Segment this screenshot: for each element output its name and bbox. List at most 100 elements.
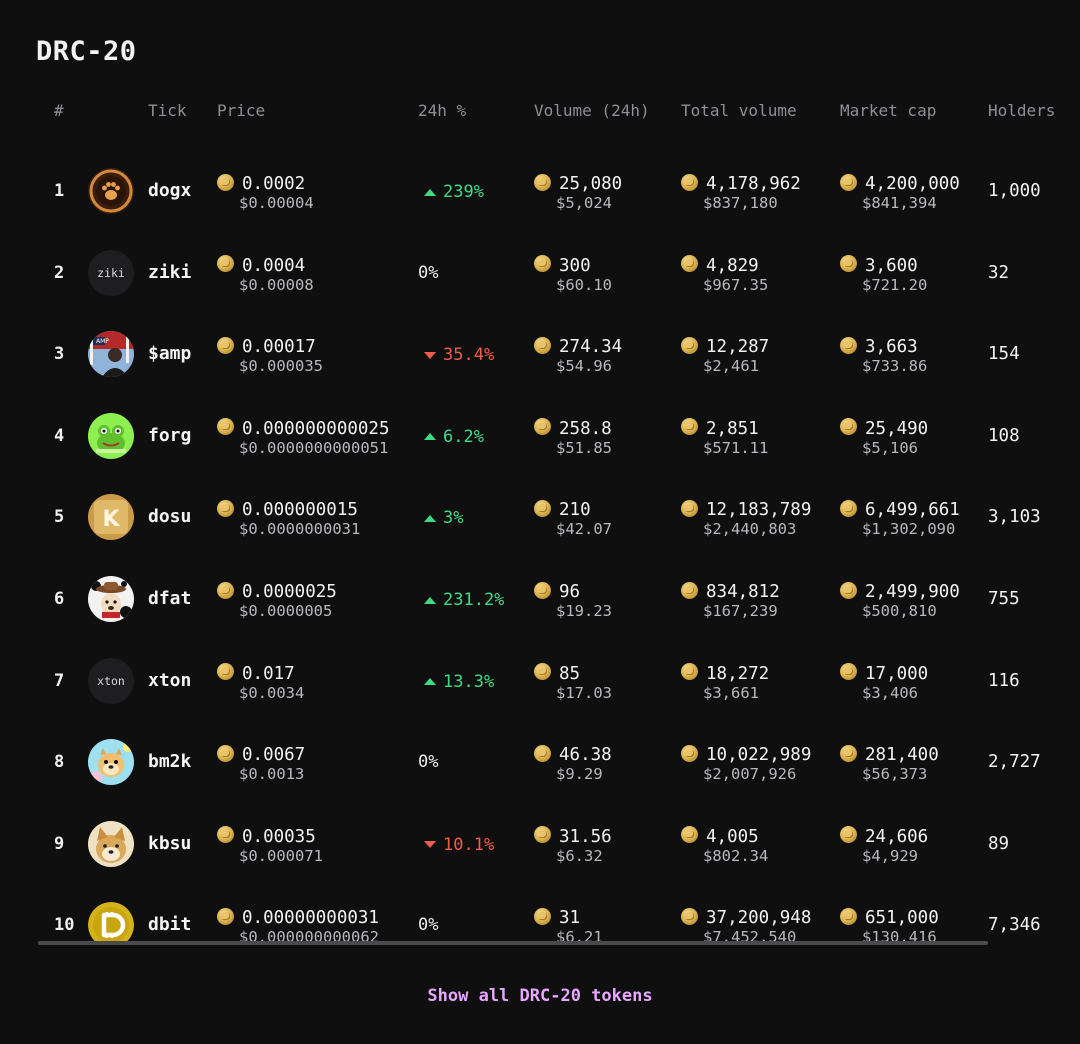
svg-text:AMP: AMP [96, 338, 109, 345]
table-row[interactable]: 3 AMP $amp 0.00017 $0.000035 35.4% 274.3… [38, 314, 1080, 396]
rank: 6 [54, 589, 65, 609]
table-row[interactable]: 6 dfat 0.0000025 $0.0000005 231.2% 96 $1… [38, 559, 1080, 641]
arrow-up-icon [424, 514, 436, 522]
doge-coin-icon [840, 663, 857, 681]
table-row[interactable]: 5 K dosu 0.000000015 $0.0000000031 3% 21… [38, 477, 1080, 559]
table-row[interactable]: 7 xton xton 0.017 $0.0034 13.3% 85 $17.0… [38, 641, 1080, 723]
doge-coin-icon [534, 744, 551, 762]
header-rank[interactable]: # [54, 101, 64, 120]
tick-link[interactable]: dosu [148, 506, 192, 528]
tick-link[interactable]: forg [148, 424, 192, 446]
price-usd: $0.0034 [239, 683, 305, 702]
volume-cell: 274.34 $54.96 [534, 336, 622, 376]
cowboy-dog-icon [88, 576, 134, 622]
doge-coin-icon [840, 744, 857, 762]
table-row[interactable]: 10 dbit 0.00000000031 $0.000000000062 0%… [38, 885, 1080, 944]
market-cap-usd: $5,106 [862, 438, 918, 457]
change-value: 6.2% [443, 426, 484, 447]
tick-link[interactable]: kbsu [148, 832, 192, 854]
tick-link[interactable]: dbit [148, 914, 192, 936]
table-row[interactable]: 2 ziki ziki 0.0004 $0.00008 0% 300 $60.1… [38, 233, 1080, 315]
volume-usd: $54.96 [556, 357, 612, 376]
table-row[interactable]: 4 forg 0.000000000025 $0.0000000000051 6… [38, 396, 1080, 478]
total-volume-usd: $967.35 [703, 275, 769, 294]
total-volume-cell: 4,178,962 $837,180 [681, 173, 801, 212]
total-volume-cell: 10,022,989 $2,007,926 [681, 744, 811, 783]
doge-coin-icon [534, 581, 551, 599]
doge-coin-icon [840, 255, 857, 273]
change-cell: 10.1% [418, 835, 494, 855]
holders-value: 2,727 [988, 752, 1041, 773]
price-value: 0.00017 [242, 337, 316, 358]
arrow-down-icon [424, 841, 436, 849]
doge-coin-icon [840, 499, 857, 517]
price-cell: 0.0067 $0.0013 [217, 744, 305, 783]
change-cell: 3% [418, 508, 463, 528]
volume-usd: $9.29 [556, 765, 603, 784]
amp-portrait-icon: AMP [88, 331, 134, 378]
volume-usd: $5,024 [556, 194, 612, 212]
price-usd: $0.000000000062 [239, 928, 379, 944]
market-cap-value: 6,499,661 [865, 500, 960, 521]
doge-coin-icon [681, 255, 698, 273]
header-market-cap[interactable]: Market cap [840, 101, 937, 120]
total-volume-value: 18,272 [706, 663, 770, 684]
tick-link[interactable]: bm2k [148, 751, 192, 773]
doge-coin-icon [217, 826, 234, 844]
header-volume[interactable]: Volume (24h) [534, 101, 650, 120]
tick-link[interactable]: dogx [148, 180, 192, 201]
header-tick[interactable]: Tick [148, 101, 187, 120]
change-cell: 13.3% [418, 672, 494, 692]
doge-coin-icon [681, 907, 698, 925]
price-cell: 0.0004 $0.00008 [217, 255, 314, 294]
price-value: 0.000000000025 [242, 418, 390, 439]
total-volume-value: 12,287 [706, 337, 770, 358]
doge-coin-icon [217, 255, 234, 273]
doge-coin-icon [681, 826, 698, 844]
rank: 10 [54, 915, 75, 936]
volume-value: 46.38 [559, 745, 612, 766]
total-volume-value: 4,829 [706, 255, 759, 276]
holders-value: 154 [988, 344, 1020, 365]
header-total-volume[interactable]: Total volume [681, 101, 797, 120]
header-change[interactable]: 24h % [418, 101, 467, 120]
tick-link[interactable]: ziki [148, 261, 192, 283]
doge-coin-icon [840, 336, 857, 354]
total-volume-usd: $2,440,803 [703, 520, 797, 539]
header-price[interactable]: Price [217, 101, 266, 120]
rank: 2 [54, 262, 65, 283]
volume-cell: 31 $6.21 [534, 907, 603, 944]
market-cap-value: 281,400 [865, 745, 939, 766]
market-cap-value: 4,200,000 [865, 174, 960, 194]
market-cap-value: 2,499,900 [865, 582, 960, 602]
tick-link[interactable]: xton [148, 669, 192, 691]
holders-value: 32 [988, 262, 1010, 283]
table-row[interactable]: 8 bm2k 0.0067 $0.0013 0% 46.38 $9.29 10,… [38, 722, 1080, 804]
rank: 5 [54, 507, 65, 528]
header-holders[interactable]: Holders [988, 101, 1056, 120]
horizontal-scrollbar[interactable] [38, 941, 988, 945]
market-cap-value: 17,000 [865, 663, 929, 684]
tick-link[interactable]: $amp [148, 343, 192, 365]
table-row[interactable]: 9 kbsu 0.00035 $0.000071 10.1% 31.56 $6.… [38, 804, 1080, 886]
doge-coin-icon [217, 499, 234, 517]
price-cell: 0.00035 $0.000071 [217, 826, 323, 865]
total-volume-cell: 834,812 $167,239 [681, 581, 780, 620]
price-value: 0.00035 [242, 826, 316, 847]
volume-usd: $51.85 [556, 438, 612, 457]
doge-coin-icon [217, 336, 234, 354]
market-cap-cell: 6,499,661 $1,302,090 [840, 499, 960, 538]
doge-coin-icon [534, 336, 551, 354]
volume-usd: $19.23 [556, 602, 612, 620]
doge-coin-icon [217, 907, 234, 925]
doge-coin-icon [217, 663, 234, 681]
doge-coin-icon [217, 418, 234, 436]
table-row[interactable]: 1 dogx 0.0002 $0.00004 239% 25,080 $5,02… [38, 151, 1080, 233]
tick-link[interactable]: dfat [148, 588, 192, 609]
market-cap-usd: $841,394 [862, 194, 937, 212]
total-volume-value: 2,851 [706, 418, 759, 439]
total-volume-usd: $837,180 [703, 194, 778, 212]
total-volume-usd: $167,239 [703, 602, 778, 620]
show-all-tokens-link[interactable]: Show all DRC-20 tokens [427, 986, 653, 1006]
holders-value: 3,103 [988, 507, 1041, 528]
